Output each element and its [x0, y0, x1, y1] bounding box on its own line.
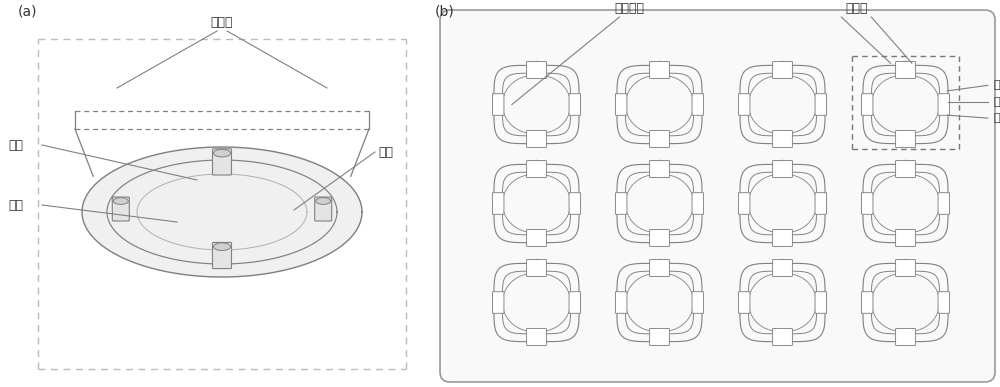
- FancyBboxPatch shape: [650, 130, 669, 147]
- FancyBboxPatch shape: [896, 130, 915, 147]
- FancyBboxPatch shape: [738, 292, 750, 313]
- Text: (a): (a): [18, 4, 38, 18]
- FancyBboxPatch shape: [569, 94, 581, 115]
- Circle shape: [903, 259, 908, 265]
- Text: 微柱环: 微柱环: [845, 2, 868, 15]
- FancyBboxPatch shape: [896, 229, 915, 247]
- FancyBboxPatch shape: [861, 193, 873, 214]
- FancyBboxPatch shape: [615, 94, 627, 115]
- FancyBboxPatch shape: [773, 329, 792, 346]
- FancyBboxPatch shape: [112, 197, 129, 221]
- FancyBboxPatch shape: [440, 10, 995, 382]
- FancyBboxPatch shape: [650, 329, 669, 346]
- FancyBboxPatch shape: [492, 292, 504, 313]
- FancyBboxPatch shape: [492, 193, 504, 214]
- Circle shape: [903, 61, 908, 67]
- FancyBboxPatch shape: [896, 329, 915, 346]
- Text: 柔性底座: 柔性底座: [614, 2, 644, 15]
- FancyBboxPatch shape: [773, 229, 792, 247]
- Text: (b): (b): [435, 4, 455, 18]
- FancyBboxPatch shape: [896, 161, 915, 178]
- Circle shape: [534, 259, 539, 265]
- Circle shape: [657, 61, 662, 67]
- Text: 血浆: 血浆: [8, 199, 23, 212]
- FancyBboxPatch shape: [815, 94, 827, 115]
- Circle shape: [657, 259, 662, 265]
- FancyBboxPatch shape: [861, 292, 873, 313]
- FancyBboxPatch shape: [738, 193, 750, 214]
- FancyBboxPatch shape: [650, 229, 669, 247]
- FancyBboxPatch shape: [773, 260, 792, 276]
- FancyBboxPatch shape: [938, 292, 950, 313]
- FancyBboxPatch shape: [527, 130, 546, 147]
- Text: 全血: 全血: [993, 80, 1000, 90]
- FancyBboxPatch shape: [738, 94, 750, 115]
- FancyBboxPatch shape: [692, 292, 704, 313]
- Circle shape: [657, 160, 662, 166]
- FancyBboxPatch shape: [527, 229, 546, 247]
- Circle shape: [903, 160, 908, 166]
- Ellipse shape: [113, 198, 128, 204]
- FancyBboxPatch shape: [492, 94, 504, 115]
- Circle shape: [780, 259, 785, 265]
- Circle shape: [780, 160, 785, 166]
- FancyBboxPatch shape: [861, 94, 873, 115]
- FancyBboxPatch shape: [896, 260, 915, 276]
- Circle shape: [534, 61, 539, 67]
- Text: 全血: 全血: [8, 139, 23, 151]
- FancyBboxPatch shape: [650, 260, 669, 276]
- FancyBboxPatch shape: [569, 292, 581, 313]
- Text: 血浆: 血浆: [993, 113, 1000, 123]
- FancyBboxPatch shape: [615, 193, 627, 214]
- Circle shape: [780, 61, 785, 67]
- FancyBboxPatch shape: [773, 62, 792, 79]
- Circle shape: [534, 160, 539, 166]
- Text: 微柱: 微柱: [378, 146, 393, 159]
- FancyBboxPatch shape: [527, 329, 546, 346]
- FancyBboxPatch shape: [938, 193, 950, 214]
- FancyBboxPatch shape: [815, 193, 827, 214]
- FancyBboxPatch shape: [527, 260, 546, 276]
- FancyBboxPatch shape: [527, 161, 546, 178]
- FancyBboxPatch shape: [315, 197, 332, 221]
- FancyBboxPatch shape: [773, 130, 792, 147]
- FancyBboxPatch shape: [615, 292, 627, 313]
- FancyBboxPatch shape: [938, 94, 950, 115]
- FancyBboxPatch shape: [213, 242, 232, 269]
- FancyBboxPatch shape: [815, 292, 827, 313]
- FancyBboxPatch shape: [527, 62, 546, 79]
- Text: 微柱: 微柱: [993, 98, 1000, 107]
- Ellipse shape: [214, 149, 231, 157]
- FancyBboxPatch shape: [650, 62, 669, 79]
- Polygon shape: [82, 147, 362, 277]
- FancyBboxPatch shape: [692, 193, 704, 214]
- FancyBboxPatch shape: [896, 62, 915, 79]
- Text: 微柱环: 微柱环: [211, 16, 233, 29]
- Ellipse shape: [316, 198, 331, 204]
- FancyBboxPatch shape: [650, 161, 669, 178]
- FancyBboxPatch shape: [213, 149, 232, 175]
- FancyBboxPatch shape: [773, 161, 792, 178]
- FancyBboxPatch shape: [569, 193, 581, 214]
- Ellipse shape: [214, 243, 231, 250]
- FancyBboxPatch shape: [692, 94, 704, 115]
